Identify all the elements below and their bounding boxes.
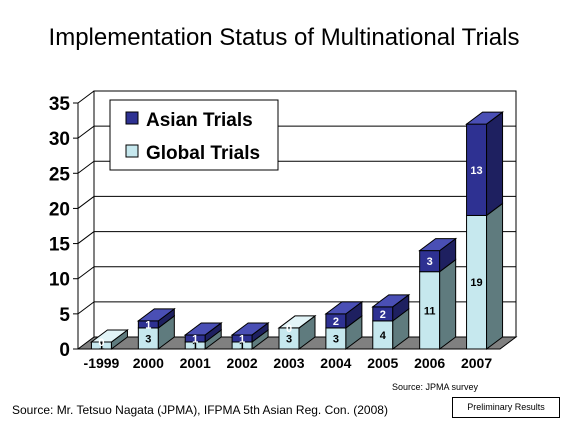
y-axis: 0 5 10 15 20 25 30 35 <box>49 94 79 361</box>
data-label: 11 <box>424 305 436 317</box>
x-tick-label: 2001 <box>180 355 211 371</box>
x-tick-label: 2004 <box>320 355 351 371</box>
bar-side <box>486 111 504 217</box>
legend-label: Asian Trials <box>146 110 253 131</box>
bar-top <box>136 308 176 322</box>
bar-side <box>486 202 504 350</box>
data-label: 1 <box>192 340 198 352</box>
source-note: Source: JPMA survey <box>392 382 479 392</box>
data-label: 1 <box>192 333 198 345</box>
data-label: 0 <box>286 323 292 335</box>
x-tick-label: 2006 <box>414 355 445 371</box>
data-label: 2 <box>380 309 386 321</box>
data-label: 1 <box>239 333 245 345</box>
grid-line-slant <box>77 266 95 280</box>
preliminary-results-badge: Preliminary Results <box>452 397 560 418</box>
data-label: 0 <box>98 337 104 349</box>
data-label: 3 <box>427 256 433 268</box>
bar-top <box>89 329 129 343</box>
footer-source: Source: Mr. Tetsuo Nagata (JPMA), IFPMA … <box>12 403 388 417</box>
grid-line-slant <box>77 301 95 315</box>
y-tick-label: 10 <box>49 270 70 291</box>
x-tick-label: 2007 <box>461 355 492 371</box>
data-label: 3 <box>333 333 339 345</box>
data-label: 2 <box>333 316 339 328</box>
bar-side <box>439 258 457 350</box>
grid-line-slant <box>77 231 95 244</box>
legend-swatch <box>125 144 139 158</box>
bar-top <box>371 294 411 308</box>
bar-top <box>183 322 223 336</box>
chart-title: Implementation Status of Multinational T… <box>48 24 520 51</box>
data-label: 1 <box>239 340 245 352</box>
x-tick-label: -1999 <box>84 355 120 371</box>
bar-top <box>465 111 505 125</box>
bar-top <box>230 322 270 336</box>
bar-top <box>277 315 317 329</box>
y-tick-label: 15 <box>49 235 71 256</box>
x-tick-label: 2003 <box>273 355 304 371</box>
grid-line-slant <box>77 160 95 174</box>
x-tick-label: 2000 <box>133 355 164 371</box>
y-tick-label: 0 <box>59 340 70 361</box>
data-label: 3 <box>145 333 151 345</box>
x-tick-label: 2005 <box>367 355 398 371</box>
y-tick-label: 30 <box>49 129 70 150</box>
y-tick-label: 25 <box>49 164 71 185</box>
data-label: 13 <box>470 165 482 177</box>
y-tick-label: 5 <box>59 305 70 326</box>
y-tick-label: 35 <box>49 94 71 115</box>
bar-top <box>418 238 458 252</box>
data-label: 19 <box>470 277 482 289</box>
y-tick-label: 20 <box>49 199 70 220</box>
x-axis: -1999 2000 2001 2002 2003 2004 2005 2006 2007 <box>84 355 493 371</box>
data-label: 4 <box>380 330 387 342</box>
legend-swatch <box>125 111 139 125</box>
bar-top <box>324 301 364 315</box>
legend: Asian Trials Global Trials <box>109 99 279 171</box>
legend-label: Global Trials <box>146 143 260 164</box>
bars <box>89 111 505 350</box>
grid-line-slant <box>77 125 95 139</box>
x-tick-label: 2002 <box>227 355 258 371</box>
grid-line-slant <box>77 196 95 209</box>
data-label: 3 <box>286 333 292 345</box>
data-label: 1 <box>145 319 151 331</box>
data-label: 1 <box>98 340 104 352</box>
grid-line-slant <box>77 90 95 104</box>
